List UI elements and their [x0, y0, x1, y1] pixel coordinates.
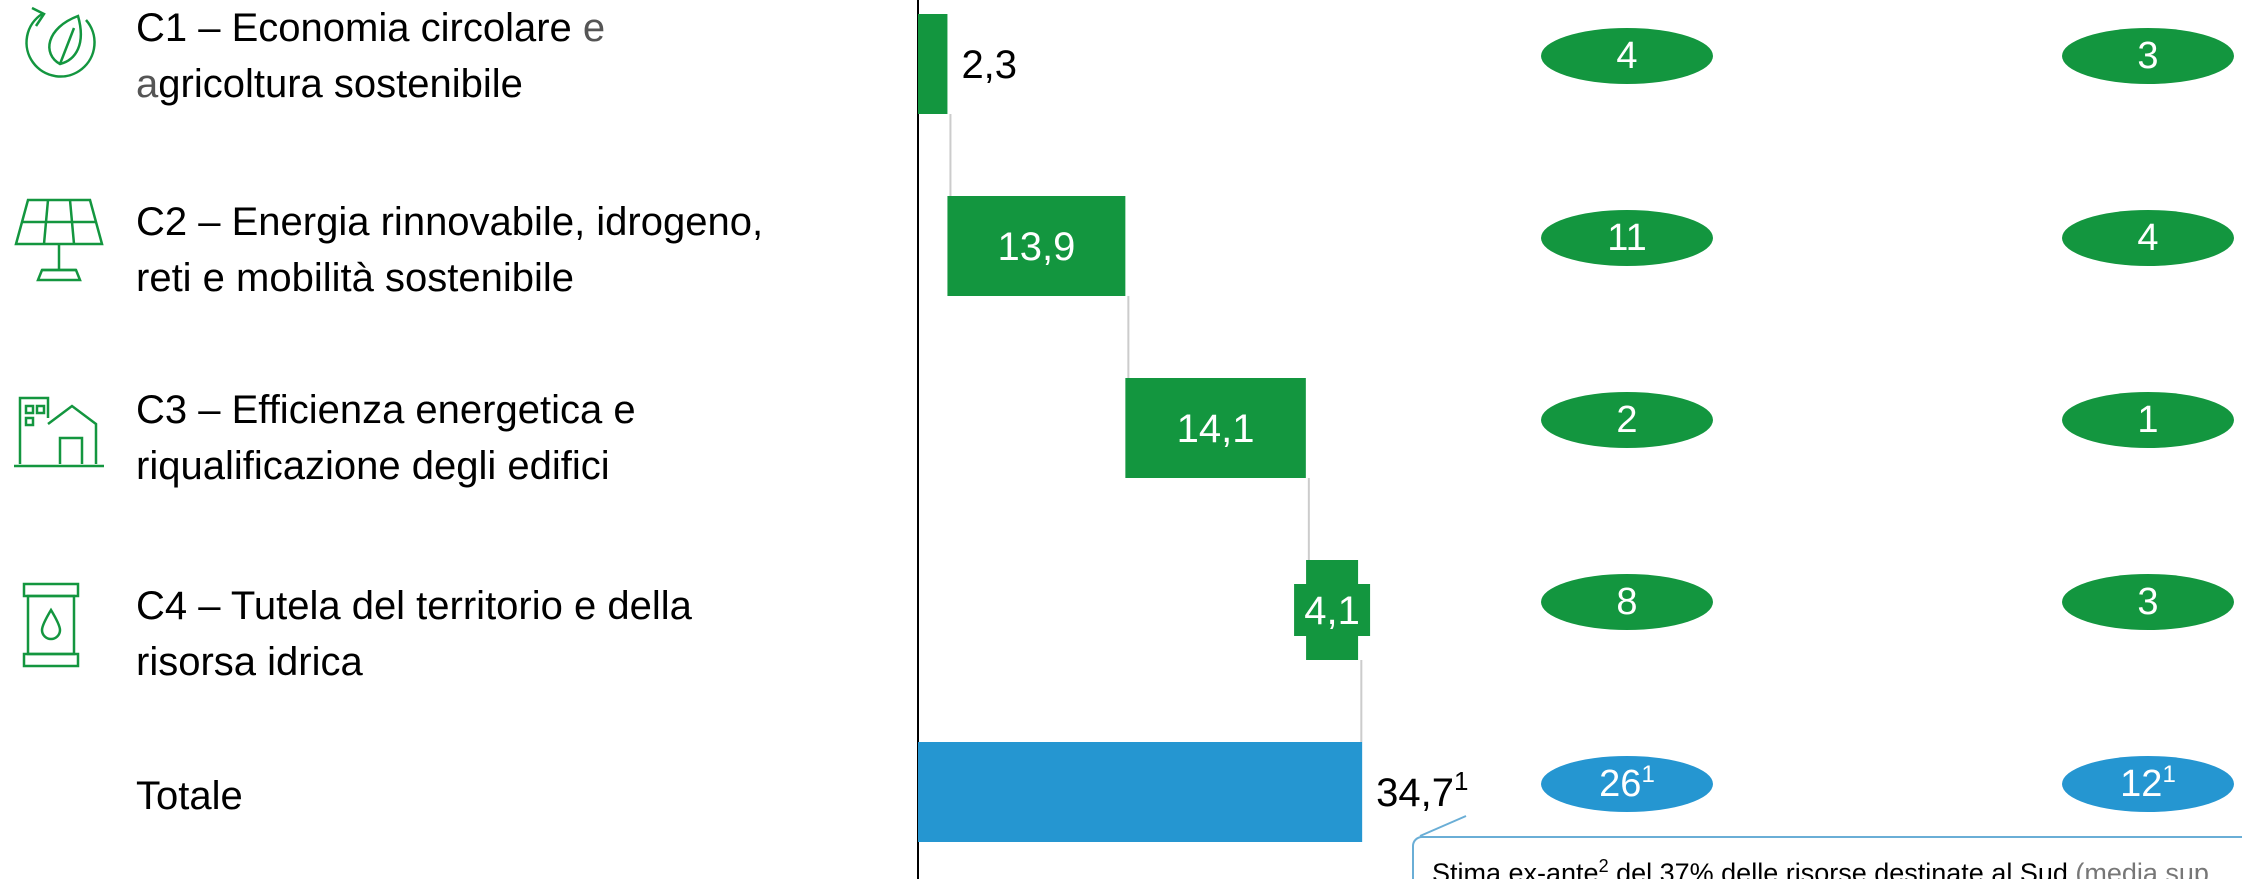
col3-badge-C4 — [2062, 574, 2234, 630]
bar-C2 — [947, 196, 1126, 296]
bar-Totale — [918, 742, 1363, 842]
col2-label-Totale: 261 — [1599, 761, 1655, 805]
col2-badge-C4 — [1541, 574, 1713, 630]
value-label-C1: 2,3 — [961, 43, 1017, 87]
callout-note: Stima ex-ante2 del 37% delle risorse des… — [1412, 836, 2242, 879]
col2-badge-Totale — [1541, 756, 1713, 812]
bar-C4-wide — [1294, 584, 1371, 636]
col2-badge-C2 — [1541, 210, 1713, 266]
col3-label-C1: 3 — [2137, 35, 2158, 77]
col2-label-C3: 2 — [1616, 399, 1637, 441]
col3-label-Totale: 121 — [2120, 761, 2176, 805]
row-label-c2: C2 – Energia rinnovabile, idrogeno, reti… — [136, 200, 764, 300]
value-label-C2: 13,9 — [997, 225, 1075, 269]
value-label-Totale: 34,71 — [1376, 766, 1468, 815]
recycle-leaf-icon — [25, 6, 96, 78]
col2-label-C4: 8 — [1616, 581, 1637, 623]
col2-label-C2: 11 — [1607, 217, 1646, 259]
callout-pointer — [1419, 815, 1467, 837]
value-label-C4: 4,1 — [1304, 589, 1360, 633]
value-label-C3: 14,1 — [1177, 407, 1255, 451]
row-label-c3: C3 – Efficienza energetica e riqualifica… — [136, 388, 636, 488]
col3-badge-Totale — [2062, 756, 2234, 812]
col3-label-C4: 3 — [2137, 581, 2158, 623]
solar-panel-icon — [14, 198, 104, 282]
col2-badge-C1 — [1541, 28, 1713, 84]
row-label-c1: C1 – Economia circolare e agricoltura so… — [136, 6, 606, 106]
bar-C1 — [918, 14, 948, 114]
bar-C3 — [1125, 378, 1306, 478]
col2-label-C1: 4 — [1616, 35, 1637, 77]
row-label-totale: Totale — [136, 774, 243, 818]
col3-badge-C2 — [2062, 210, 2234, 266]
col3-label-C2: 4 — [2137, 217, 2158, 259]
col3-label-C3: 1 — [2137, 399, 2158, 441]
water-drop-icon — [22, 582, 80, 668]
col2-badge-C3 — [1541, 392, 1713, 448]
col3-badge-C3 — [2062, 392, 2234, 448]
row-label-c4: C4 – Tutela del territorio e della risor… — [136, 584, 692, 684]
col3-badge-C1 — [2062, 28, 2234, 84]
building-icon — [14, 396, 104, 468]
